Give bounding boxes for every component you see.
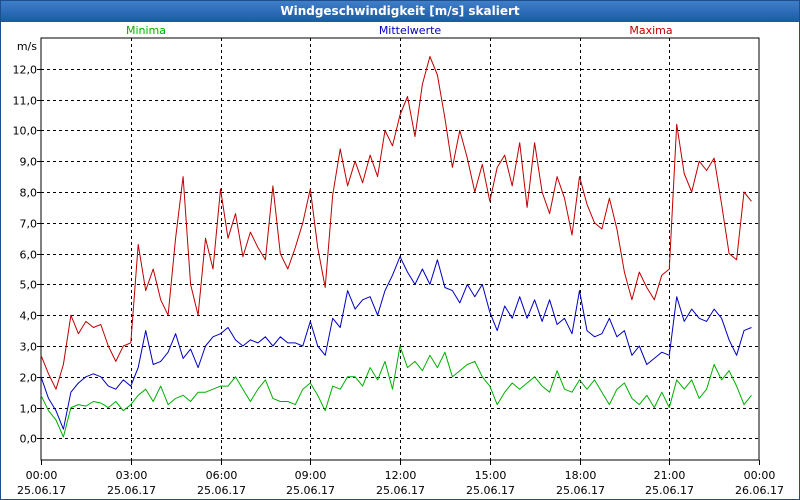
x-tick-date: 25.06.17 — [645, 484, 694, 497]
x-tick-date: 25.06.17 — [17, 484, 66, 497]
x-tick-time: 03:00 — [116, 469, 148, 482]
y-tick-label: 12,0 — [13, 64, 38, 77]
y-tick-label: 1,0 — [20, 403, 38, 416]
mittelwerte-line — [40, 256, 752, 430]
y-tick-label: 2,0 — [20, 372, 38, 385]
x-tick-time: 06:00 — [206, 469, 238, 482]
x-tick-date: 25.06.17 — [376, 484, 425, 497]
x-tick-time: 15:00 — [475, 469, 507, 482]
x-tick-date: 25.06.17 — [466, 484, 515, 497]
chart-title: Windgeschwindigkeit [m/s] skaliert — [1, 1, 799, 22]
x-tick-time: 00:00 — [744, 469, 776, 482]
x-tick-date: 25.06.17 — [286, 484, 335, 497]
y-tick-label: 11,0 — [13, 95, 38, 108]
y-tick-label: 4,0 — [20, 310, 38, 323]
legend-mittelwerte: Mittelwerte — [379, 24, 442, 37]
x-tick-date: 25.06.17 — [556, 484, 605, 497]
x-tick-time: 00:00 — [26, 469, 58, 482]
x-tick-date: 26.06.17 — [735, 484, 784, 497]
x-tick-date: 25.06.17 — [197, 484, 246, 497]
y-tick-label: 8,0 — [20, 187, 38, 200]
y-tick-label: 5,0 — [20, 279, 38, 292]
x-tick-time: 12:00 — [385, 469, 417, 482]
y-tick-label: 0,0 — [20, 433, 38, 446]
y-axis-label: m/s — [17, 40, 37, 53]
minima-line — [40, 345, 752, 438]
y-tick-label: 10,0 — [13, 125, 38, 138]
x-tick-date: 25.06.17 — [107, 484, 156, 497]
y-tick-label: 9,0 — [20, 156, 38, 169]
maxima-line — [40, 56, 752, 390]
legend-minima: Minima — [126, 24, 166, 37]
x-tick-time: 21:00 — [654, 469, 686, 482]
x-tick-time: 18:00 — [565, 469, 597, 482]
x-tick-time: 09:00 — [295, 469, 327, 482]
y-tick-label: 6,0 — [20, 249, 38, 262]
y-tick-label: 7,0 — [20, 218, 38, 231]
legend-maxima: Maxima — [629, 24, 672, 37]
y-tick-label: 3,0 — [20, 341, 38, 354]
